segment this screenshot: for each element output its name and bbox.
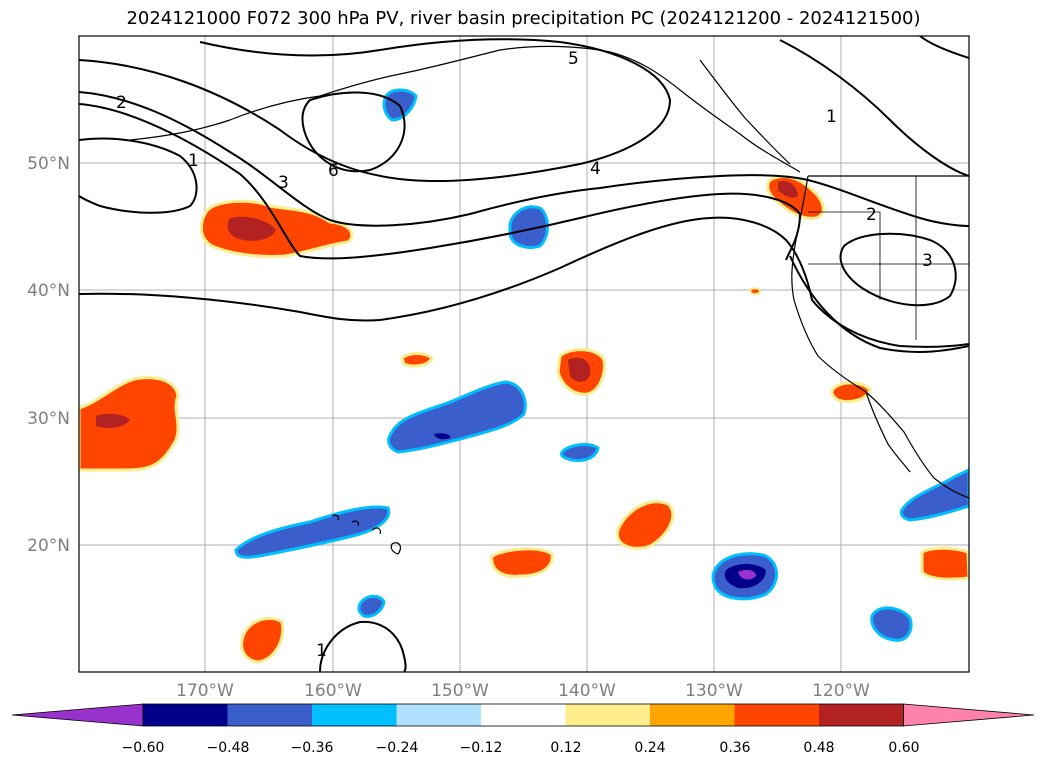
colorbar — [12, 704, 1034, 726]
colorbar-segment — [566, 704, 651, 726]
colorbar-tick-label: 0.36 — [719, 740, 750, 756]
colorbar-segment — [143, 704, 228, 726]
colorbar-tick-label: 0.12 — [550, 740, 581, 756]
map-figure: 1 2 3 4 5 6 1 2 3 1 170°W 160°W 150°W 14… — [0, 0, 1047, 765]
lat-label: 30°N — [27, 409, 70, 429]
contour-label: 1 — [316, 641, 327, 661]
precip-positive-area — [492, 549, 552, 576]
colorbar-segment — [650, 704, 735, 726]
lon-axis-labels: 170°W 160°W 150°W 140°W 130°W 120°W — [176, 681, 870, 701]
precip-positive-area — [750, 288, 760, 294]
contour-label: 1 — [826, 107, 837, 127]
lon-label: 150°W — [431, 681, 489, 701]
colorbar-tick-label: −0.24 — [376, 740, 419, 756]
lat-axis-labels: 50°N 40°N 30°N 20°N — [27, 154, 70, 556]
lon-label: 140°W — [558, 681, 616, 701]
lat-label: 20°N — [27, 536, 70, 556]
colorbar-extend-min — [12, 704, 143, 726]
colorbar-segment — [481, 704, 566, 726]
contour-label: 2 — [866, 205, 877, 225]
colorbar-tick-label: 0.48 — [803, 740, 834, 756]
contour-label: 2 — [116, 93, 127, 113]
lon-label: 170°W — [176, 681, 234, 701]
contour-label: 3 — [278, 173, 289, 193]
contour-label: 3 — [922, 251, 933, 271]
precip-positive-area — [922, 548, 969, 579]
contour-label: 1 — [188, 151, 199, 171]
precip-negative-area — [561, 445, 598, 461]
colorbar-tick-label: −0.60 — [122, 740, 165, 756]
contour-label: 4 — [590, 159, 601, 179]
colorbar-segment — [312, 704, 397, 726]
contour-label: 5 — [568, 49, 579, 69]
lon-label: 160°W — [304, 681, 362, 701]
lat-label: 40°N — [27, 281, 70, 301]
colorbar-tick-label: −0.36 — [291, 740, 334, 756]
lat-label: 50°N — [27, 154, 70, 174]
colorbar-segment — [228, 704, 313, 726]
colorbar-labels: −0.60 −0.48 −0.36 −0.24 −0.12 0.12 0.24 … — [122, 740, 920, 756]
precip-positive-area — [832, 383, 870, 402]
colorbar-tick-label: 0.24 — [634, 740, 665, 756]
lon-label: 130°W — [685, 681, 743, 701]
colorbar-segment — [397, 704, 482, 726]
precip-positive-area — [402, 354, 432, 367]
colorbar-tick-label: −0.48 — [207, 740, 250, 756]
lon-label: 120°W — [812, 681, 870, 701]
colorbar-extend-max — [904, 704, 1035, 726]
colorbar-segment — [819, 704, 904, 726]
colorbar-tick-label: 0.60 — [888, 740, 919, 756]
colorbar-segment — [735, 704, 820, 726]
contour-label: 6 — [328, 161, 339, 181]
colorbar-tick-label: −0.12 — [460, 740, 503, 756]
